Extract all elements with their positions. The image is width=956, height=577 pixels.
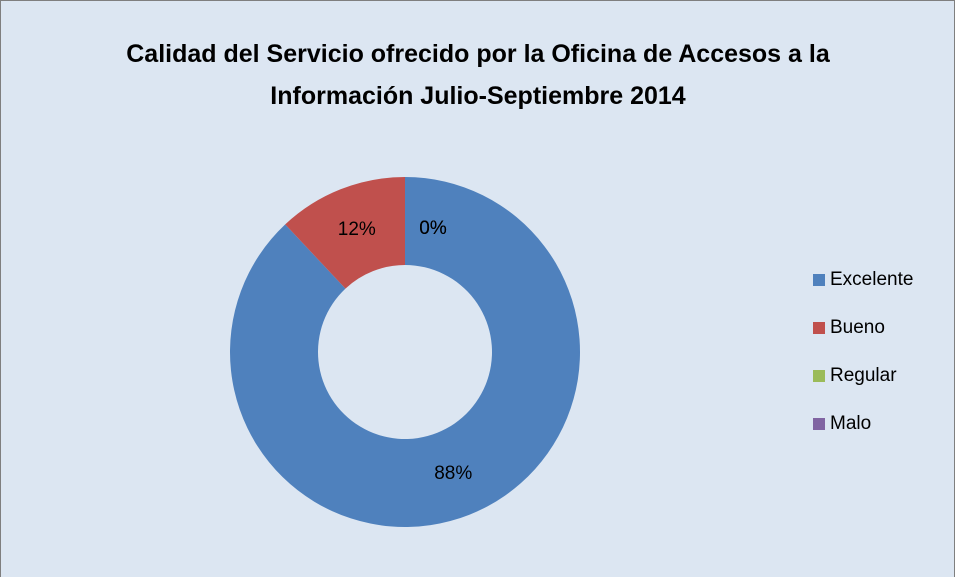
legend-swatch: [813, 322, 825, 334]
legend-label: Bueno: [830, 317, 885, 338]
legend-swatch: [813, 370, 825, 382]
data-label: 0%: [419, 218, 447, 239]
legend-swatch: [813, 274, 825, 286]
data-label: 0%: [419, 218, 447, 239]
legend-swatch: [813, 418, 825, 430]
legend-label: Excelente: [830, 269, 913, 290]
legend-label: Regular: [830, 365, 897, 386]
chart-title: Calidad del Servicio ofrecido por la Ofi…: [126, 40, 830, 110]
legend-label: Malo: [830, 413, 871, 434]
slice: [285, 177, 405, 289]
slice: [230, 177, 580, 527]
data-label: 88%: [434, 463, 472, 484]
data-label: 12%: [338, 219, 376, 240]
